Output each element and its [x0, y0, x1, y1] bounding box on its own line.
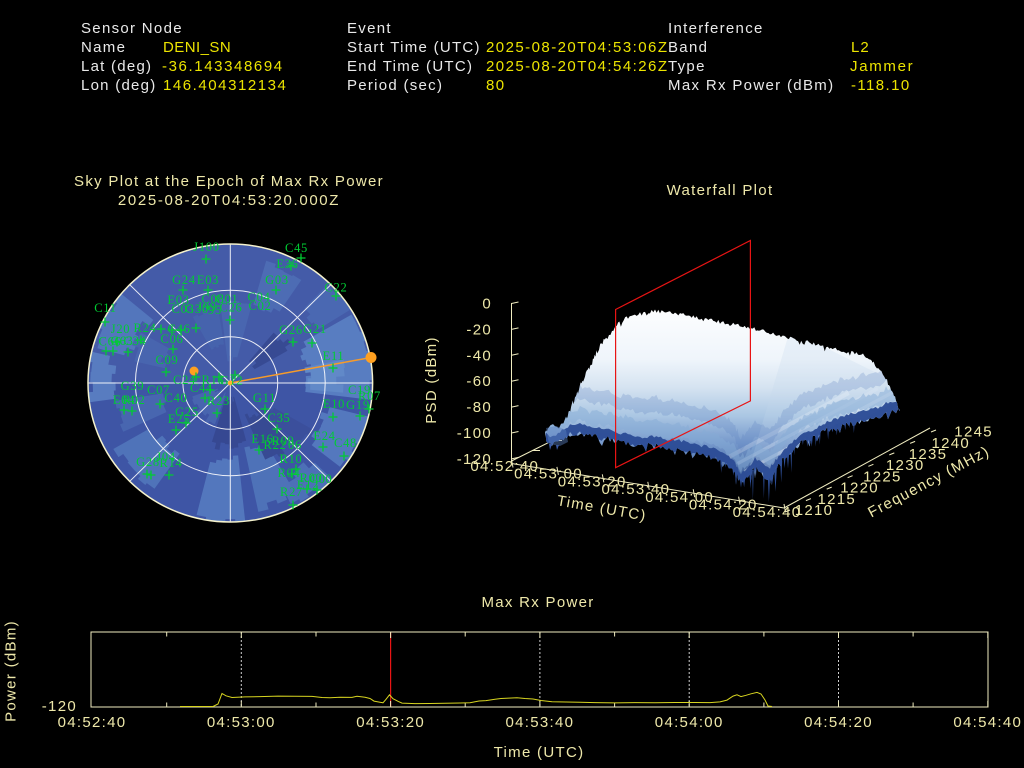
svg-text:C00: C00 — [310, 472, 333, 486]
svg-text:C01: C01 — [216, 292, 239, 306]
svg-text:-120: -120 — [457, 451, 492, 468]
svg-text:E10: E10 — [323, 397, 345, 411]
svg-text:1240: 1240 — [932, 435, 971, 452]
svg-text:C03: C03 — [172, 302, 195, 316]
svg-text:C63: C63 — [111, 334, 134, 348]
svg-text:PSD (dBm): PSD (dBm) — [423, 336, 440, 424]
svg-text:E24: E24 — [313, 429, 335, 443]
svg-text:C26: C26 — [220, 301, 243, 315]
svg-text:1245: 1245 — [954, 424, 993, 441]
svg-text:E25: E25 — [168, 412, 190, 426]
svg-text:R23: R23 — [207, 394, 230, 408]
svg-text:0: 0 — [482, 296, 492, 313]
svg-text:04:53:20: 04:53:20 — [356, 714, 425, 731]
svg-text:04:53:00: 04:53:00 — [514, 466, 583, 483]
svg-text:G12: G12 — [220, 374, 244, 388]
svg-text:C40: C40 — [165, 391, 188, 405]
svg-text:04:54:20: 04:54:20 — [689, 497, 758, 514]
svg-text:C09: C09 — [156, 353, 179, 367]
svg-text:R09: R09 — [272, 434, 295, 448]
svg-text:J100: J100 — [193, 240, 219, 254]
svg-text:Max Rx Power: Max Rx Power — [481, 594, 594, 611]
svg-text:Time (UTC): Time (UTC) — [494, 744, 585, 761]
svg-text:C22: C22 — [325, 281, 348, 295]
svg-text:-20: -20 — [466, 321, 492, 338]
svg-text:-100: -100 — [457, 425, 492, 442]
svg-text:04:54:00: 04:54:00 — [655, 714, 724, 731]
svg-text:R27: R27 — [280, 485, 303, 499]
svg-text:J20: J20 — [111, 322, 130, 336]
svg-text:E11: E11 — [323, 349, 345, 363]
svg-text:C24: C24 — [173, 373, 196, 387]
svg-text:R24: R24 — [134, 321, 157, 335]
svg-text:C19: C19 — [348, 383, 371, 397]
svg-text:R10: R10 — [280, 452, 303, 466]
svg-text:G03: G03 — [265, 273, 289, 287]
svg-text:J99: J99 — [197, 300, 216, 314]
svg-text:04:53:00: 04:53:00 — [207, 714, 276, 731]
svg-text:C07: C07 — [147, 383, 170, 397]
svg-text:Power (dBm): Power (dBm) — [3, 620, 20, 722]
svg-text:-120: -120 — [42, 698, 77, 715]
svg-text:04:54:40: 04:54:40 — [733, 504, 802, 521]
svg-text:C48: C48 — [334, 436, 357, 450]
svg-text:E04: E04 — [113, 393, 135, 407]
svg-text:G11: G11 — [253, 391, 276, 405]
svg-text:C04: C04 — [248, 290, 271, 304]
svg-text:C46: C46 — [168, 322, 191, 336]
svg-text:G19: G19 — [346, 398, 370, 412]
svg-text:R14: R14 — [160, 456, 183, 470]
svg-text:2025-08-20T04:53:20.000Z: 2025-08-20T04:53:20.000Z — [118, 192, 340, 209]
svg-text:04:53:20: 04:53:20 — [558, 473, 627, 490]
svg-text:06: 06 — [288, 438, 302, 452]
svg-text:Waterfall Plot: Waterfall Plot — [667, 182, 774, 199]
svg-text:1225: 1225 — [863, 468, 902, 485]
svg-text:R00: R00 — [300, 471, 323, 485]
svg-text:04:52:40: 04:52:40 — [58, 714, 127, 731]
svg-text:G30: G30 — [185, 302, 209, 316]
svg-text:1235: 1235 — [909, 446, 948, 463]
svg-text:1220: 1220 — [840, 480, 879, 497]
svg-text:C06: C06 — [161, 332, 184, 346]
svg-text:04:53:40: 04:53:40 — [506, 714, 575, 731]
svg-text:G24: G24 — [172, 273, 196, 287]
svg-text:-80: -80 — [466, 399, 492, 416]
svg-text:G26: G26 — [279, 323, 303, 337]
svg-text:1230: 1230 — [886, 457, 925, 474]
svg-text:-60: -60 — [466, 373, 492, 390]
svg-text:C45: C45 — [285, 241, 308, 255]
svg-text:04:54:40: 04:54:40 — [953, 714, 1022, 731]
svg-text:E03: E03 — [197, 273, 219, 287]
svg-text:R07: R07 — [358, 389, 381, 403]
svg-text:04:54:20: 04:54:20 — [804, 714, 873, 731]
svg-text:C11: C11 — [94, 301, 116, 315]
svg-text:C34: C34 — [124, 334, 147, 348]
svg-text:E16: E16 — [251, 432, 273, 446]
svg-text:04:52:40: 04:52:40 — [470, 458, 539, 475]
svg-text:C02: C02 — [249, 299, 272, 313]
svg-text:04:54:00: 04:54:00 — [645, 489, 714, 506]
svg-text:E36: E36 — [276, 257, 298, 271]
svg-text:G25: G25 — [175, 405, 199, 419]
svg-text:C66: C66 — [99, 335, 122, 349]
svg-text:C08: C08 — [202, 292, 225, 306]
svg-text:C35: C35 — [268, 411, 291, 425]
svg-text:E03: E03 — [167, 293, 189, 307]
svg-text:1215: 1215 — [818, 491, 857, 508]
svg-text:-40: -40 — [466, 347, 492, 364]
svg-text:G28: G28 — [136, 455, 160, 469]
svg-text:1210: 1210 — [795, 502, 834, 519]
svg-text:95: 95 — [208, 303, 222, 317]
svg-text:04:53:40: 04:53:40 — [602, 481, 671, 498]
svg-text:G21: G21 — [303, 322, 327, 336]
svg-text:R02: R02 — [123, 393, 146, 407]
svg-text:R22: R22 — [264, 438, 287, 452]
svg-text:C44: C44 — [190, 381, 213, 395]
svg-text:J04: J04 — [156, 450, 176, 464]
svg-text:G39: G39 — [121, 379, 145, 393]
svg-text:Sky Plot at the Epoch of Max R: Sky Plot at the Epoch of Max Rx Power — [74, 173, 384, 190]
